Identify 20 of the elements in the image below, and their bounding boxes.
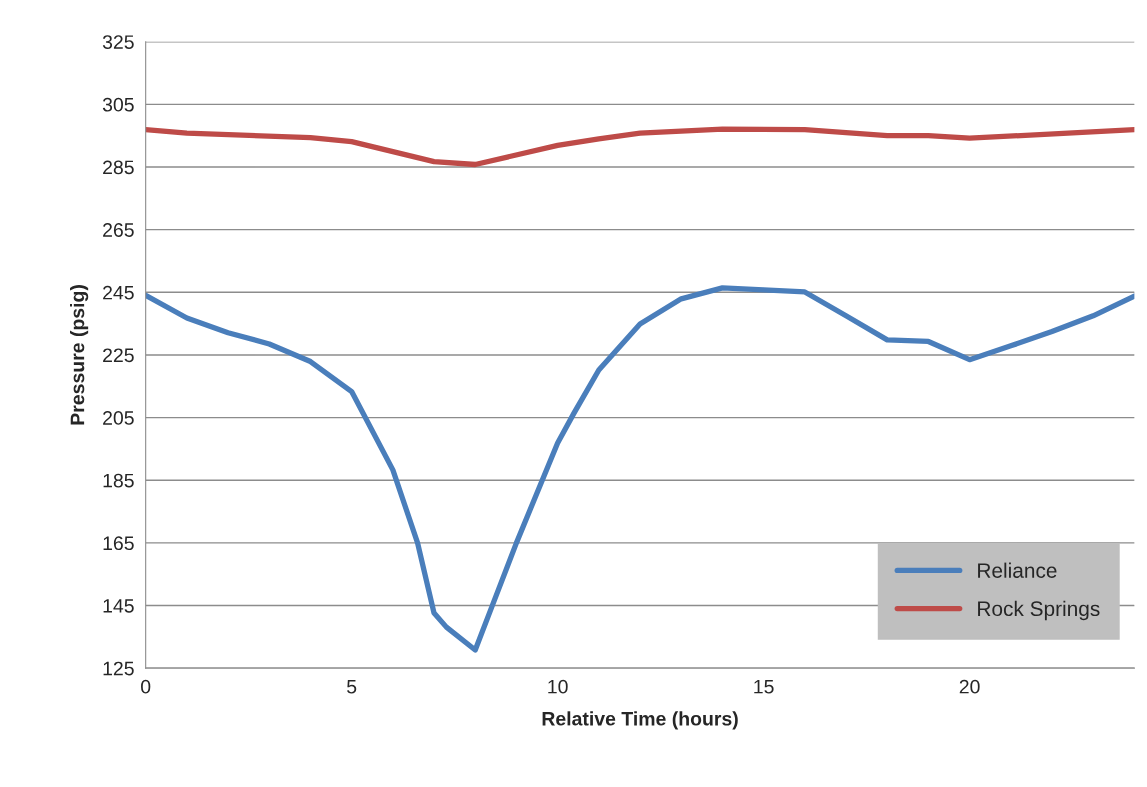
y-tick-label: 285: [103, 160, 134, 175]
x-tick-label: 10: [548, 679, 568, 694]
y-tick-label: 305: [102, 97, 134, 112]
y-tick-label: 185: [103, 473, 134, 488]
y-tick-label: 145: [103, 599, 134, 613]
x-tick-label: 5: [347, 679, 357, 694]
y-tick-label: 125: [103, 661, 134, 676]
legend-label: Reliance: [978, 562, 1057, 578]
y-tick-label: 225: [103, 348, 134, 363]
x-tick-label: 20: [959, 679, 980, 694]
legend-label: Rock Springs: [978, 600, 1100, 621]
y-tick-label: 325: [102, 35, 134, 49]
y-tick-label: 245: [103, 285, 134, 300]
y-axis-title: Pressure (psig): [70, 285, 89, 425]
x-axis-title: Relative Time (hours): [542, 711, 738, 730]
y-tick-label: 165: [103, 536, 134, 551]
x-tick-label: 15: [754, 679, 774, 694]
y-tick-label: 265: [103, 223, 134, 237]
x-tick-label: 0: [141, 679, 151, 694]
y-tick-label: 205: [103, 411, 134, 425]
